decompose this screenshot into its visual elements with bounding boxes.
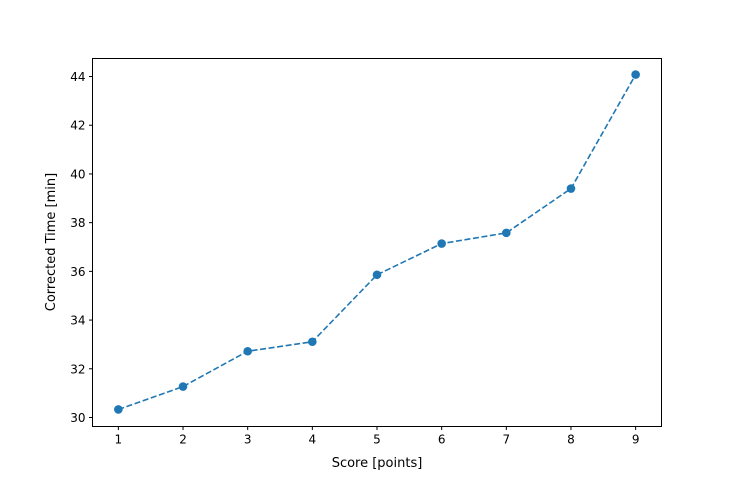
- y-tick-label: 34: [70, 314, 85, 328]
- data-point: [178, 382, 188, 391]
- x-tick-label: 1: [115, 433, 123, 447]
- data-point: [372, 270, 382, 280]
- data-point: [631, 70, 640, 79]
- data-point: [566, 184, 576, 193]
- x-tick-label: 7: [502, 433, 510, 447]
- y-axis-label: Corrected Time [min]: [44, 173, 59, 311]
- data-point: [114, 405, 123, 414]
- series-line: [118, 74, 637, 411]
- y-tick-label: 40: [70, 167, 85, 181]
- x-tick-label: 5: [373, 433, 381, 447]
- y-tick-label: 38: [70, 216, 85, 230]
- x-axis-ticks: 1 2 3 4 5 6 7 8 9: [115, 426, 640, 447]
- x-axis-label: Score [points]: [332, 456, 423, 471]
- y-axis-ticks: 30 32 34 36 38 40 42 44: [70, 70, 93, 425]
- y-tick-label: 32: [70, 362, 85, 376]
- x-tick-label: 3: [244, 433, 252, 447]
- series: [114, 70, 640, 414]
- x-tick-label: 9: [632, 433, 640, 447]
- plot-frame: [92, 58, 662, 427]
- x-tick-label: 8: [567, 433, 575, 447]
- data-point: [437, 239, 446, 248]
- x-tick-label: 4: [309, 433, 317, 447]
- y-tick-label: 30: [70, 411, 85, 425]
- y-tick-label: 44: [70, 70, 85, 84]
- y-tick-label: 36: [70, 265, 85, 279]
- x-tick-label: 2: [179, 433, 187, 447]
- x-tick-label: 6: [438, 433, 446, 447]
- data-point: [502, 228, 511, 238]
- data-point: [308, 337, 317, 347]
- y-tick-label: 42: [70, 119, 85, 133]
- data-point: [243, 346, 252, 356]
